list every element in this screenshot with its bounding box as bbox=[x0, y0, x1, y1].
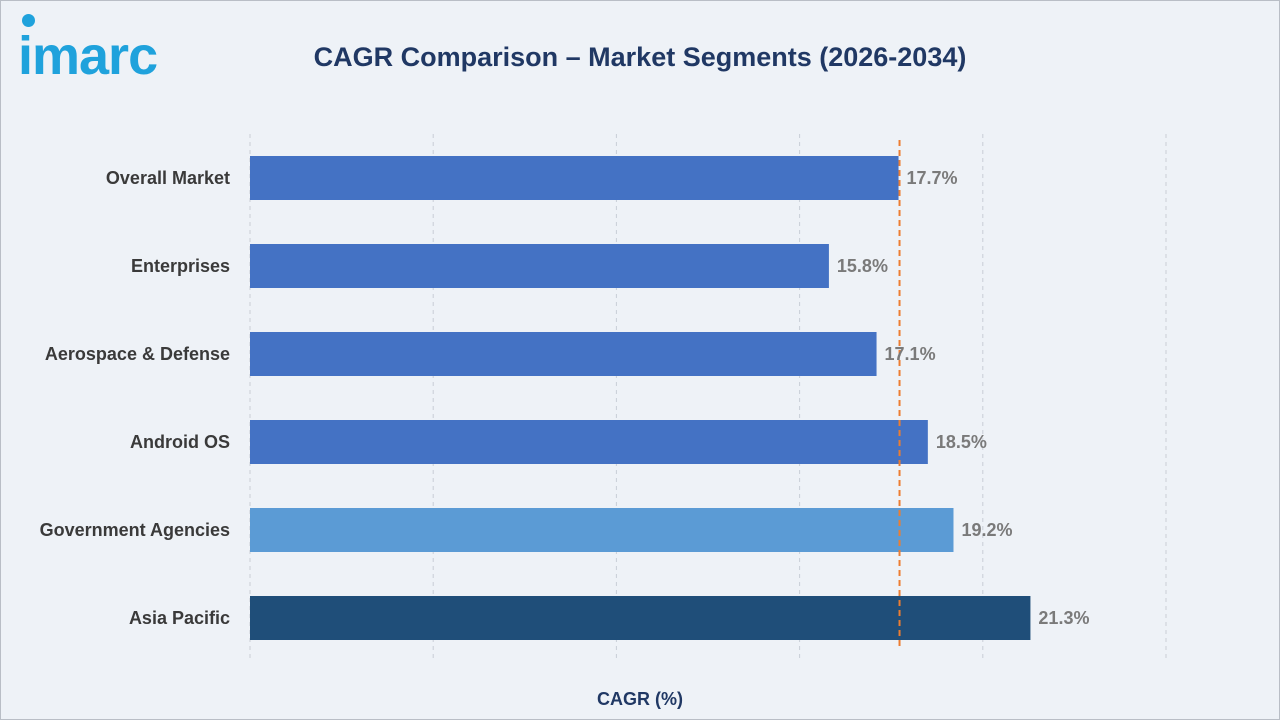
value-label: 21.3% bbox=[1038, 608, 1089, 628]
category-label: Aerospace & Defense bbox=[45, 344, 230, 364]
logo-text: imarc bbox=[18, 26, 158, 86]
value-label: 15.8% bbox=[837, 256, 888, 276]
bar bbox=[250, 596, 1031, 640]
category-label: Enterprises bbox=[131, 256, 230, 276]
bar bbox=[250, 156, 899, 200]
grid-lines bbox=[249, 134, 1167, 662]
bar bbox=[250, 420, 928, 464]
category-label: Android OS bbox=[130, 432, 230, 452]
bar bbox=[250, 244, 829, 288]
bars bbox=[250, 156, 1031, 640]
labels: Overall Market 17.7% Enterprises 15.8% Aeros… bbox=[40, 168, 1090, 628]
bar bbox=[250, 508, 954, 552]
value-label: 17.1% bbox=[885, 344, 936, 364]
imarc-logo: imarc bbox=[18, 14, 208, 84]
category-label: Asia Pacific bbox=[129, 608, 230, 628]
category-label: Government Agencies bbox=[40, 520, 230, 540]
value-label: 19.2% bbox=[961, 520, 1012, 540]
chart-title: CAGR Comparison – Market Segments (2026-… bbox=[313, 42, 967, 72]
logo-dot bbox=[22, 14, 35, 27]
value-label: 17.7% bbox=[907, 168, 958, 188]
bar bbox=[250, 332, 877, 376]
value-label: 18.5% bbox=[936, 432, 987, 452]
x-axis-title: CAGR (%) bbox=[597, 689, 683, 709]
category-label: Overall Market bbox=[106, 168, 230, 188]
